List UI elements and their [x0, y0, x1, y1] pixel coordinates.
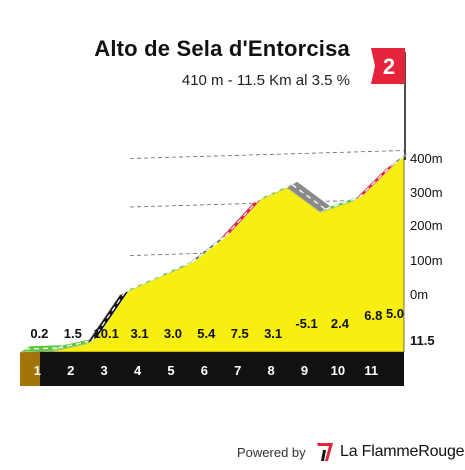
end-distance-label: 11.5: [410, 333, 435, 348]
flame-rouge-icon: [317, 443, 333, 461]
gradient-label: 6.8: [364, 308, 382, 323]
km-label: 7: [234, 363, 241, 378]
gradient-label: 3.0: [164, 326, 182, 341]
segment-centerline: [358, 164, 393, 199]
category-flag: 2: [371, 48, 406, 160]
segment-centerline: [258, 183, 293, 201]
gradient-label: 5.0: [386, 306, 404, 321]
y-tick-label: 100m: [410, 253, 443, 268]
gridline: [129, 198, 405, 208]
gradient-label: 0.2: [30, 326, 48, 341]
km-label: 10: [331, 363, 345, 378]
gradient-label: 5.4: [197, 326, 216, 341]
gradient-label: -5.1: [295, 316, 317, 331]
gradient-label: 2.4: [331, 316, 350, 331]
segment-centerline: [325, 197, 360, 210]
gridline: [129, 247, 405, 256]
segment-centerline: [191, 235, 226, 263]
climb-subtitle: 410 m - 11.5 Km al 3.5 %: [181, 72, 350, 89]
brand-name: La FlammeRouge: [340, 443, 465, 460]
km-label: 2: [67, 363, 74, 378]
y-tick-label: 400m: [410, 151, 443, 166]
base-band: [20, 352, 404, 386]
gradient-label: 10.1: [94, 326, 119, 341]
km-label: 3: [101, 363, 108, 378]
chart-labels: 0.2 1.5 10.1 3.1 3.0 5.4 7.5 3.1 -5.1 2.4 6.8 5.0 1 2…: [30, 151, 442, 378]
elevation-profile-chart: 2 0.2 1.5 10.1 3.1 3.0 5.4 7.5 3.1 -5.1 2.4 6.8 5.0…: [19, 48, 443, 386]
segment-centerline: [91, 291, 126, 342]
y-tick-label: 300m: [410, 185, 443, 200]
gridline: [129, 150, 405, 159]
segment-centerline: [124, 276, 159, 293]
km-label: 6: [201, 363, 208, 378]
km-label: 5: [167, 363, 174, 378]
km-label: 4: [134, 363, 142, 378]
gradient-segments: [19, 149, 415, 353]
gradient-label: 3.1: [131, 326, 149, 341]
brand-logo[interactable]: La FlammeRouge: [316, 441, 465, 463]
flag-icon: [371, 48, 405, 84]
y-tick-label: 200m: [410, 218, 443, 233]
category-number: 2: [383, 54, 395, 79]
y-tick-label: 0m: [410, 287, 428, 302]
km-label: 9: [301, 363, 308, 378]
km-label: 8: [268, 363, 275, 378]
gradient-label: 7.5: [231, 326, 249, 341]
gradient-label: 3.1: [264, 326, 282, 341]
segment-centerline: [391, 152, 410, 166]
segment-centerline: [158, 261, 193, 278]
gradient-label: 1.5: [64, 326, 82, 341]
profile-body: [19, 154, 405, 386]
segment-centerline: [24, 347, 59, 350]
segment-centerline: [58, 340, 92, 349]
base-side: [20, 352, 40, 386]
km-label: 1: [34, 363, 41, 378]
segment-centerline: [291, 184, 326, 210]
km-label: 11: [364, 363, 378, 378]
powered-by-text: Powered by: [237, 445, 306, 460]
page-title: Alto de Sela d'Entorcisa: [94, 36, 350, 61]
